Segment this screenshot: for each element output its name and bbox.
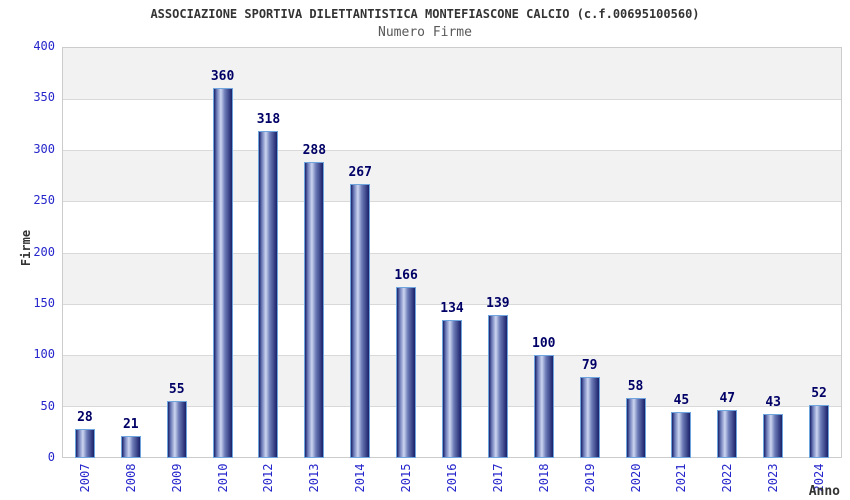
x-tick-label: 2021: [674, 463, 689, 493]
bar-2007: [74, 429, 95, 458]
x-tick-label: 2009: [169, 463, 184, 493]
bar-value-label: 55: [168, 382, 185, 398]
bar-value-label: 21: [122, 417, 139, 433]
bar-2008: [120, 436, 141, 458]
bar-2013: [304, 162, 325, 458]
y-tick-label: 200: [33, 244, 55, 259]
bar-value-label: 139: [486, 296, 510, 312]
plot-band: [63, 150, 841, 202]
bar-value-label: 318: [256, 112, 281, 128]
x-tick-label: 2020: [628, 463, 643, 493]
bar-2021: [671, 411, 692, 458]
x-tick-label: 2012: [261, 463, 276, 493]
y-tick-label: 0: [47, 450, 55, 464]
y-tick-label: 50: [40, 398, 55, 413]
bar-2012: [258, 131, 279, 458]
x-tick-label: 2008: [123, 463, 138, 493]
bar-2020: [625, 398, 646, 458]
y-tick-label: 350: [33, 90, 55, 105]
bar-value-label: 28: [77, 410, 93, 426]
plot-area: [62, 47, 842, 458]
bar-value-label: 134: [440, 301, 464, 317]
bar-2014: [350, 183, 371, 458]
y-axis-title: Firme: [19, 229, 33, 267]
bar-2019: [579, 376, 600, 458]
x-axis-title: Anno: [808, 484, 840, 499]
bar-value-label: 100: [532, 336, 556, 352]
x-tick-label: 2010: [215, 463, 230, 493]
bar-value-label: 58: [627, 379, 644, 395]
bar-value-label: 360: [210, 69, 235, 85]
bar-value-label: 45: [673, 392, 690, 408]
y-tick-label: 250: [33, 193, 55, 208]
bar-2009: [166, 401, 187, 458]
x-tick-label: 2013: [307, 463, 322, 493]
x-tick-label: 2018: [536, 463, 551, 493]
x-tick-label: 2023: [766, 463, 781, 493]
bar-2015: [396, 287, 417, 458]
bar-value-label: 288: [302, 143, 327, 159]
bar-2024: [809, 404, 830, 458]
plot-band: [63, 201, 841, 253]
bar-2018: [533, 355, 554, 458]
y-tick-label: 300: [33, 141, 55, 156]
bar-2016: [442, 320, 462, 458]
bar-value-label: 267: [348, 164, 372, 180]
x-tick-label: 2022: [720, 463, 735, 493]
x-tick-label: 2007: [77, 463, 92, 493]
bar-2010: [212, 88, 233, 458]
x-tick-label: 2016: [445, 463, 459, 493]
y-tick-label: 150: [33, 295, 55, 310]
y-tick-label: 100: [33, 347, 55, 362]
bar-value-label: 43: [765, 394, 781, 410]
bar-2017: [487, 315, 508, 458]
x-tick-label: 2014: [353, 463, 368, 493]
plot-band: [63, 99, 841, 151]
y-tick-label: 400: [33, 39, 55, 53]
bar-2023: [763, 413, 784, 458]
bar-2022: [717, 409, 738, 458]
x-tick-label: 2019: [582, 463, 597, 493]
x-tick-label: 2015: [399, 463, 414, 493]
chart-subtitle: Numero Firme: [378, 25, 472, 40]
plot-band: [63, 252, 841, 304]
plot-band: [63, 48, 841, 100]
chart-title: ASSOCIAZIONE SPORTIVA DILETTANTISTICA MO…: [150, 7, 700, 21]
x-tick-label: 2017: [490, 463, 505, 493]
bar-value-label: 47: [719, 390, 736, 406]
bar-value-label: 52: [811, 385, 827, 401]
bar-value-label: 79: [581, 357, 598, 373]
bar-value-label: 166: [394, 268, 418, 284]
